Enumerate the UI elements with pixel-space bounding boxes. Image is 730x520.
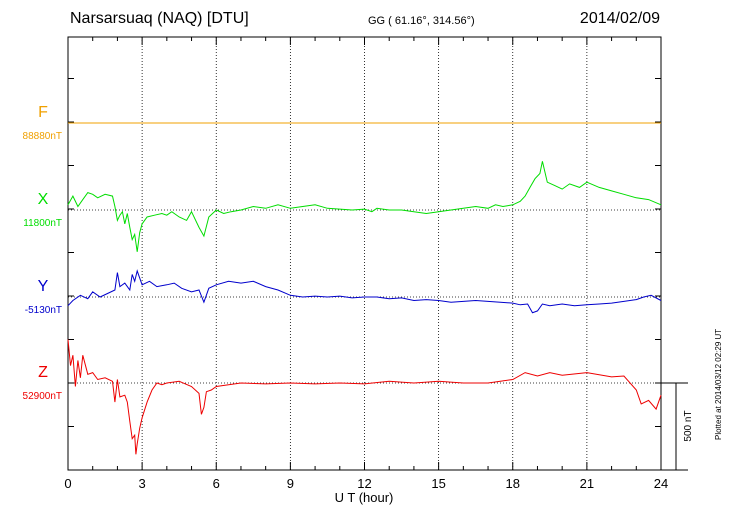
plotted-footnote: Plotted at 2014/03/12 02:29 UT	[714, 328, 723, 440]
series-line-Y	[67, 269, 662, 314]
x-tick-label: 6	[213, 476, 220, 491]
geographic-coords: GG ( 61.16°, 314.56°)	[368, 15, 475, 27]
scale-bar-label: 500 nT	[683, 410, 694, 441]
series-name-Y: Y	[38, 278, 49, 295]
series-labels: F 88880nT X 11800nT Y -5130nT Z 52900nT	[23, 104, 62, 402]
series-lines	[67, 122, 662, 455]
ticks	[67, 37, 662, 470]
x-tick-labels: 0 3 6 9 12 15 18 21 24	[64, 476, 668, 491]
series-baseline-Z: 52900nT	[23, 391, 62, 402]
x-tick-label: 24	[654, 476, 668, 491]
series-name-F: F	[38, 104, 48, 121]
series-baseline-Y: -5130nT	[25, 305, 62, 316]
x-axis-label: U T (hour)	[335, 490, 394, 505]
grid	[141, 37, 588, 470]
x-tick-label: 9	[287, 476, 294, 491]
station-title: Narsarsuaq (NAQ) [DTU]	[70, 10, 249, 27]
series-line-Z	[67, 339, 662, 455]
x-tick-label: 0	[64, 476, 71, 491]
x-tick-label: 3	[139, 476, 146, 491]
series-baseline-F: 88880nT	[23, 131, 62, 142]
series-line-X	[67, 161, 662, 252]
x-tick-label: 21	[580, 476, 594, 491]
series-name-Z: Z	[38, 364, 48, 381]
series-baseline-X: 11800nT	[23, 218, 62, 229]
series-name-X: X	[38, 191, 49, 208]
plot-date: 2014/02/09	[579, 10, 660, 27]
x-tick-label: 15	[431, 476, 445, 491]
scale-bar: 500 nT	[661, 382, 694, 471]
x-tick-label: 18	[506, 476, 520, 491]
x-tick-label: 12	[357, 476, 371, 491]
